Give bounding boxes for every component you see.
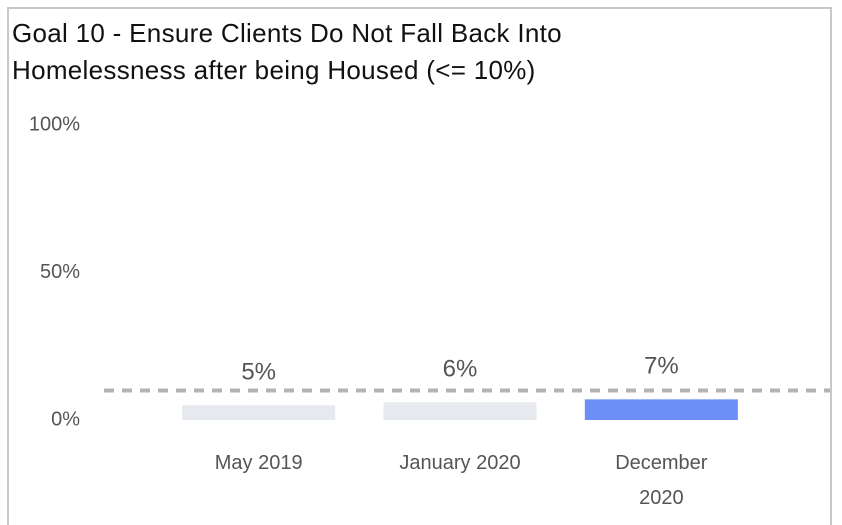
- y-tick-label: 100%: [29, 113, 80, 135]
- x-tick-label: January 2020: [399, 452, 521, 474]
- data-label: 6%: [443, 356, 478, 383]
- x-tick-label: May 2019: [214, 452, 303, 474]
- x-tick-label: December 2020: [615, 452, 708, 509]
- y-tick-label: 0%: [51, 408, 80, 430]
- bar: [584, 399, 738, 420]
- data-label: 5%: [241, 359, 276, 386]
- data-label: 7%: [644, 353, 679, 380]
- chart-title: Goal 10 - Ensure Clients Do Not Fall Bac…: [12, 18, 562, 48]
- chart-title: Homelessness after being Housed (<= 10%): [12, 55, 536, 85]
- bar: [182, 405, 336, 420]
- y-tick-label: 50%: [40, 261, 80, 283]
- bar: [383, 402, 537, 420]
- card-border: [7, 7, 832, 525]
